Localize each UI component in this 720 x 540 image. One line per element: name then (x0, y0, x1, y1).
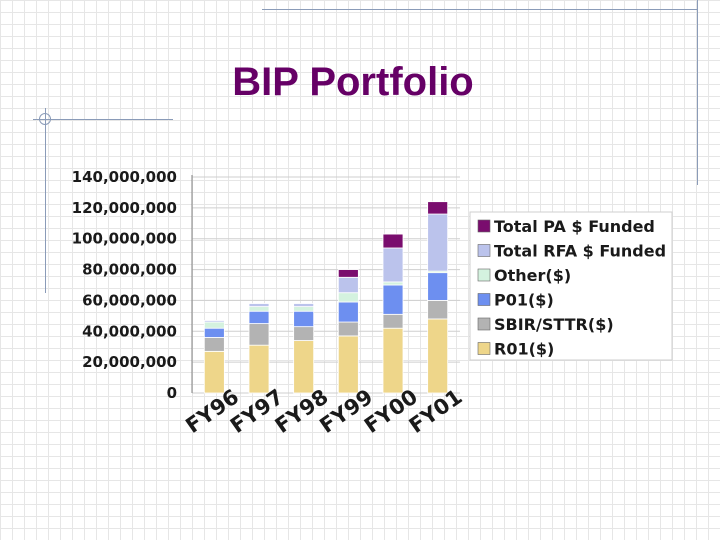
legend-swatch (477, 219, 491, 233)
bar-segment (337, 301, 359, 323)
legend-label: R01($) (494, 340, 554, 359)
bar-segment (293, 340, 315, 394)
bar-segment (293, 306, 315, 312)
bar-segment (203, 327, 225, 338)
y-tick-label: 140,000,000 (72, 168, 177, 186)
slide-title: BIP Portfolio (232, 60, 474, 104)
bar-segment (203, 320, 225, 323)
bar-segment (248, 344, 270, 394)
legend-box (469, 211, 673, 361)
decorative-rule-top-vertical (697, 0, 698, 185)
legend-swatch (477, 317, 491, 331)
legend-label: SBIR/STTR($) (494, 315, 614, 334)
bar-segment (427, 318, 449, 394)
bar-segment (248, 306, 270, 312)
bar-segment (337, 292, 359, 303)
y-tick-label: 60,000,000 (82, 291, 177, 309)
bar-segment (337, 269, 359, 278)
bar-segment (427, 300, 449, 320)
legend-swatch (477, 244, 491, 257)
legend-swatch (477, 342, 491, 355)
bar-segment (337, 321, 359, 337)
bar-segment (427, 201, 449, 215)
decorative-rule-left (33, 119, 173, 120)
bar-segment (203, 350, 225, 394)
y-tick-label: 40,000,000 (82, 322, 177, 340)
y-tick-label: 80,000,000 (82, 261, 177, 279)
bar-segment (382, 233, 404, 249)
decorative-rule-top (262, 9, 698, 10)
y-tick-label: 0 (167, 384, 177, 402)
y-tick-label: 20,000,000 (82, 353, 177, 371)
bar-segment (293, 303, 315, 307)
bar-segment (248, 310, 270, 324)
legend-label: Total PA $ Funded (494, 217, 655, 236)
y-tick-label: 120,000,000 (72, 199, 177, 217)
legend-label: Other($) (494, 266, 571, 285)
legend-swatch (477, 268, 491, 282)
bar-segment (293, 326, 315, 341)
bar-segment (427, 272, 449, 301)
bar-segment (382, 313, 404, 329)
bar-segment (337, 335, 359, 394)
legend-swatch (477, 293, 491, 306)
bar-segment (382, 247, 404, 283)
bar-segment (293, 310, 315, 328)
decorative-rule-left-vertical (45, 108, 46, 293)
bar-segment (248, 323, 270, 346)
y-tick-label: 100,000,000 (72, 230, 177, 248)
bar-segment (203, 337, 225, 352)
bar-segment (382, 281, 404, 286)
decorative-circle (39, 113, 51, 125)
legend-label: P01($) (494, 291, 554, 310)
bar-segment (248, 303, 270, 307)
bar-segment (382, 327, 404, 394)
legend-label: Total RFA $ Funded (494, 242, 666, 261)
bar-segment (382, 284, 404, 315)
bar-segment (427, 213, 449, 272)
bar-segment (337, 276, 359, 294)
bar-segment (203, 321, 225, 329)
